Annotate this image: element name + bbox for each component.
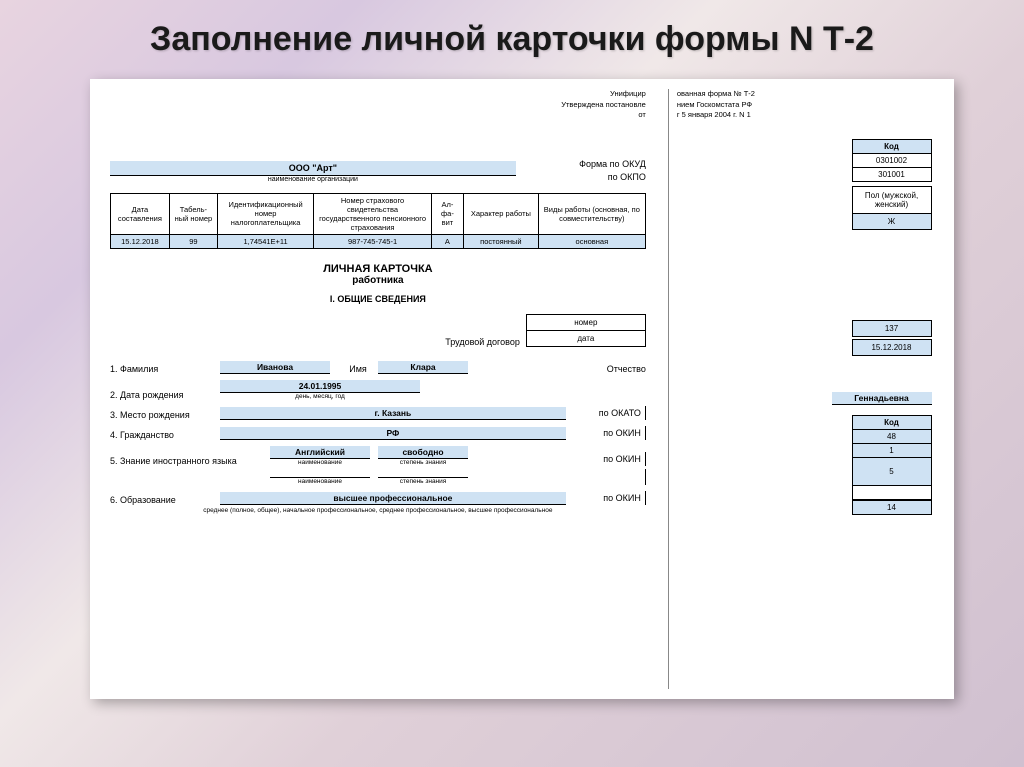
th-inn: Идентификационный номер налогоплательщик… [217, 193, 313, 234]
f5-label: 5. Знание иностранного языка [110, 456, 270, 466]
td-label: Трудовой договор [110, 337, 526, 347]
th-date: Дата составления [111, 193, 170, 234]
edu-note: среднее (полное, общее), начальное профе… [110, 507, 646, 514]
f5-lang: Английский [270, 446, 370, 459]
f3-by: по ОКАТО [566, 406, 646, 420]
code-box: Код 0301002 301001 [852, 139, 932, 182]
f2-label: 2. Дата рождения [110, 390, 220, 400]
td-work-char: постоянный [463, 234, 538, 248]
f5-sub2b: степень знания [378, 478, 468, 485]
f3-value: г. Казань [220, 407, 566, 420]
code-okud: 0301002 [853, 154, 931, 168]
td-date: 15.12.2018 [852, 339, 932, 356]
f3-label: 3. Место рождения [110, 410, 220, 420]
td-date: 15.12.2018 [111, 234, 170, 248]
td-work-type: основная [538, 234, 645, 248]
f5-level: свободно [378, 446, 468, 459]
f6-label: 6. Образование [110, 495, 220, 505]
code-okpo: 301001 [853, 168, 931, 181]
code-6: 14 [852, 500, 932, 515]
document-container: Унифицир Утверждена постановле от ООО "А… [90, 79, 954, 699]
td-inn: 1,74541E+11 [217, 234, 313, 248]
f4-by: по ОКИН [566, 426, 646, 440]
td-tabno: 99 [169, 234, 217, 248]
slide-title: Заполнение личной карточки формы N Т-2 [0, 0, 1024, 69]
main-table: Дата составления Табель- ный номер Идент… [110, 193, 646, 249]
td-alpha: А [431, 234, 463, 248]
codes-header: Код [852, 415, 932, 430]
code-header: Код [853, 140, 931, 154]
f1-name: Клара [378, 361, 468, 374]
card-sub: работника [110, 275, 646, 286]
td-number: 137 [852, 320, 932, 337]
th-work-char: Характер работы [463, 193, 538, 234]
td-number-label: номер [526, 314, 646, 331]
f5-sub1: наименование [270, 459, 370, 466]
approval-right: ованная форма № Т-2 нием Госкомстата РФ … [677, 89, 932, 121]
th-tabno: Табель- ный номер [169, 193, 217, 234]
code-5: 5 [852, 458, 932, 486]
f6-value: высшее профессиональное [220, 492, 566, 505]
th-work-type: Виды работы (основная, по совместительст… [538, 193, 645, 234]
code-4: 1 [852, 444, 932, 458]
f5-by: по ОКИН [566, 452, 646, 466]
approval-l1: Унифицир [110, 89, 646, 100]
f2-sub: день, месяц, год [220, 393, 420, 400]
f1-name-label: Имя [338, 364, 378, 374]
approval-r3: г 5 января 2004 г. N 1 [677, 110, 932, 121]
gender-value: Ж [853, 214, 931, 229]
f5-sub1b: наименование [270, 478, 370, 485]
patronymic: Геннадьевна [832, 392, 932, 405]
f4-label: 4. Гражданство [110, 430, 220, 440]
approval-l2: Утверждена постановле [110, 100, 646, 111]
td-date-label: дата [526, 331, 646, 347]
td-snils: 987-745-745-1 [314, 234, 432, 248]
approval-left: Унифицир Утверждена постановле от [110, 89, 646, 121]
approval-r1: ованная форма № Т-2 [677, 89, 932, 100]
gender-header: Пол (мужской, женский) [853, 187, 931, 214]
f1-patr-label: Отчество [476, 364, 646, 374]
approval-r2: нием Госкомстата РФ [677, 100, 932, 111]
f1-surname: Иванова [220, 361, 330, 374]
section1-title: I. ОБЩИЕ СВЕДЕНИЯ [110, 294, 646, 304]
f4-value: РФ [220, 427, 566, 440]
gender-box: Пол (мужской, женский) Ж [852, 186, 932, 230]
f2-value: 24.01.1995 [220, 380, 420, 393]
right-page: ованная форма № Т-2 нием Госкомстата РФ … [668, 89, 932, 689]
form-by-okud: Форма по ОКУД [516, 158, 646, 172]
f6-by: по ОКИН [566, 491, 646, 505]
th-snils: Номер страхового свидетельства государст… [314, 193, 432, 234]
f1-label: 1. Фамилия [110, 364, 220, 374]
th-alpha: Ал- фа- вит [431, 193, 463, 234]
approval-l3: от [110, 110, 646, 121]
by-okpo: по ОКПО [516, 171, 646, 185]
code-3: 48 [852, 430, 932, 444]
org-sub: наименование организации [110, 176, 516, 183]
f5-sub2: степень знания [378, 459, 468, 466]
org-name: ООО "Арт" [110, 161, 516, 176]
left-page: Унифицир Утверждена постановле от ООО "А… [110, 89, 654, 689]
card-title: ЛИЧНАЯ КАРТОЧКА [110, 263, 646, 275]
